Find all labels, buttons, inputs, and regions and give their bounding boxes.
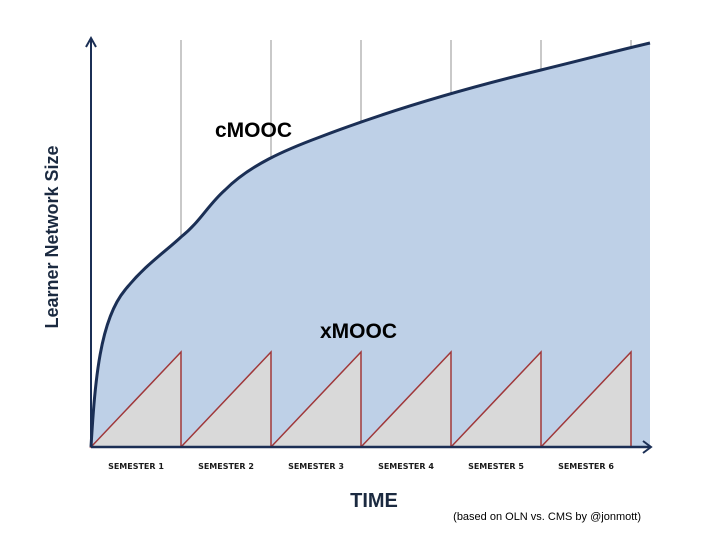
semester-label: SEMESTER 4 — [378, 462, 434, 471]
semester-label: SEMESTER 2 — [198, 462, 254, 471]
y-axis-arrow-icon — [85, 35, 97, 48]
y-axis-label: Learner Network Size — [42, 145, 62, 328]
xmooc-sawtooth — [89, 350, 632, 448]
x-axis-arrow-icon — [642, 440, 653, 454]
credit-note: (based on OLN vs. CMS by @jonmott) — [453, 511, 641, 523]
cmooc-area — [91, 43, 650, 447]
semester-label: SEMESTER 3 — [288, 462, 344, 471]
semester-label: SEMESTER 1 — [108, 462, 164, 471]
cmooc-label: cMOOC — [215, 119, 292, 142]
xmooc-label: xMOOC — [320, 320, 397, 343]
semester-label: SEMESTER 5 — [468, 462, 524, 471]
semester-label: SEMESTER 6 — [558, 462, 614, 471]
x-axis-label: TIME — [350, 490, 398, 512]
cmooc-curve — [89, 41, 651, 448]
